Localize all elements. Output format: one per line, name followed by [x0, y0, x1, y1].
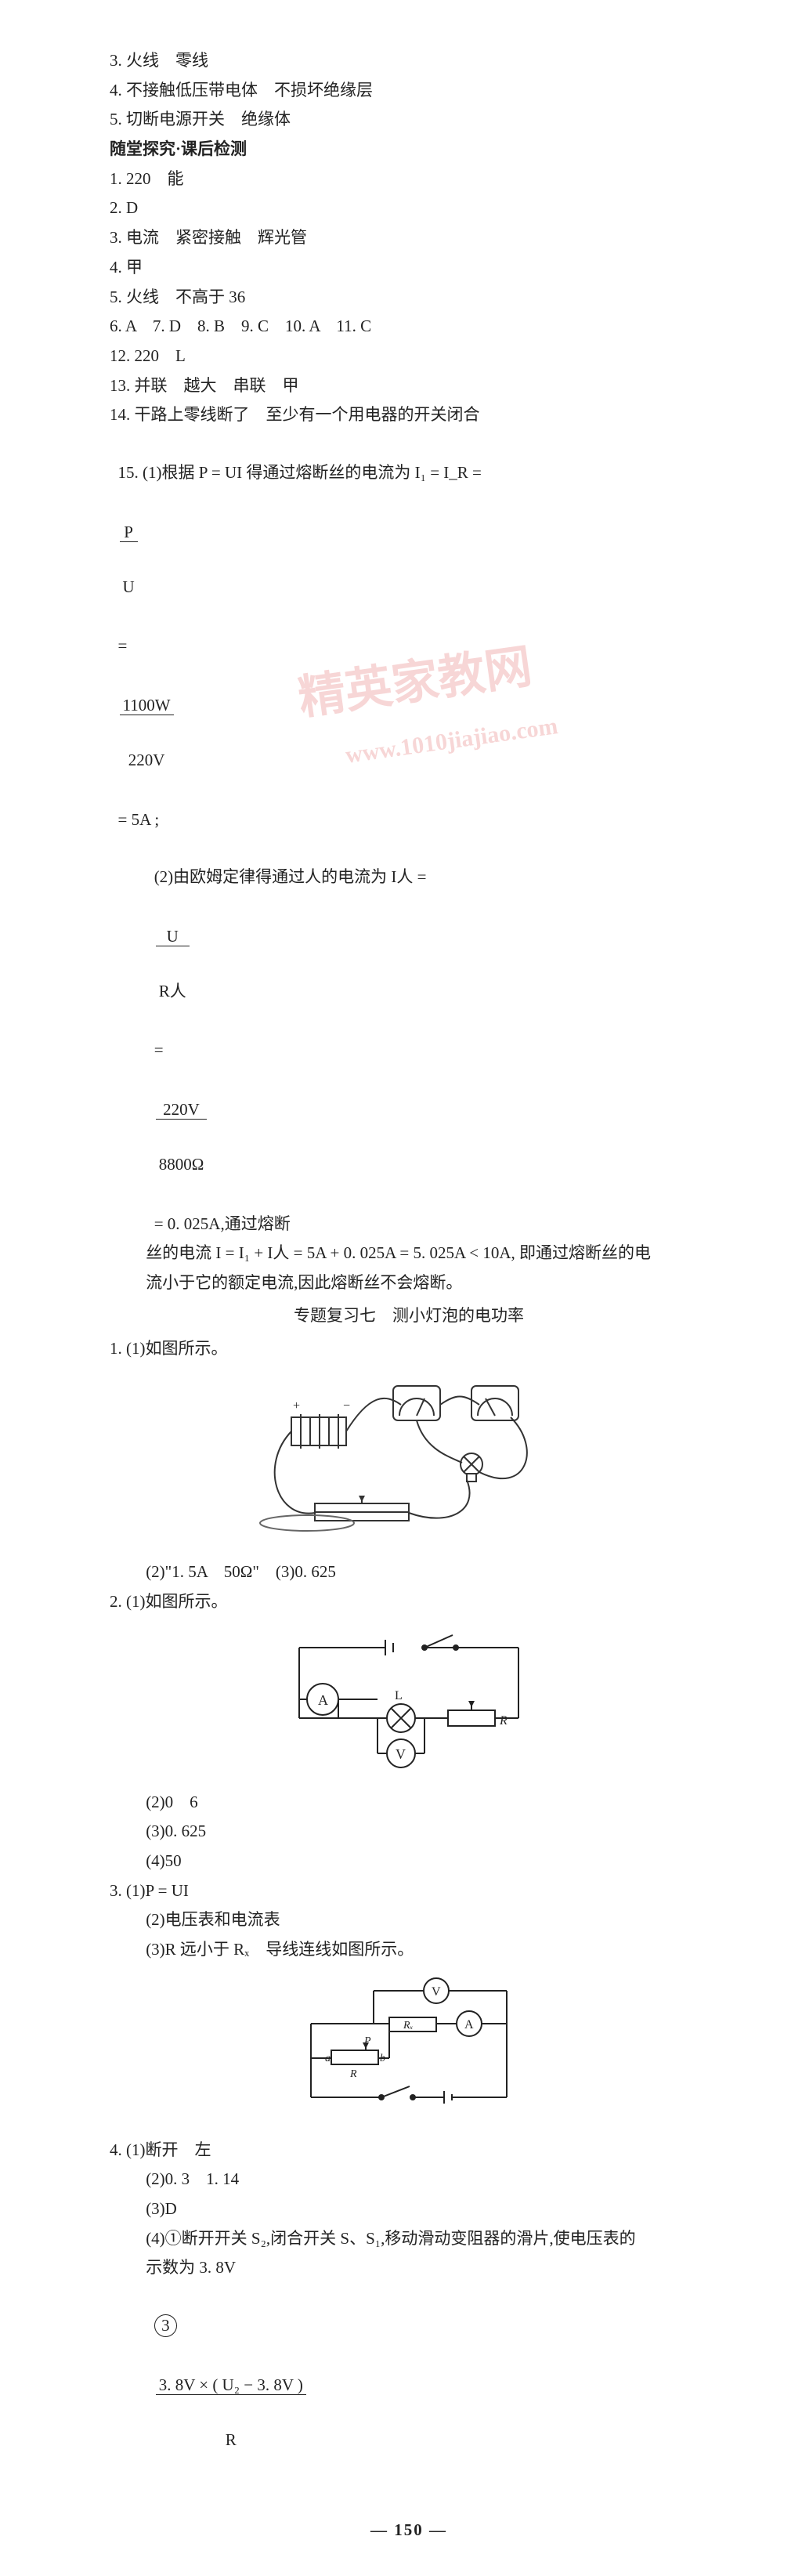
section-heading: 随堂探究·课后检测: [110, 136, 708, 164]
label-V: V: [396, 1746, 406, 1762]
p3-1: 3. (1)P = UI: [110, 1877, 708, 1905]
q13: 13. 并联 越大 串联 甲: [110, 372, 708, 400]
label-L: L: [395, 1689, 403, 1702]
frac-u-over-r: U R人: [156, 892, 190, 1037]
diagram-2: A L R V: [110, 1624, 708, 1773]
label-A: A: [464, 2018, 474, 2031]
p2-4: (4)50: [110, 1847, 708, 1876]
diagram-3: V Rₓ A P a b R: [110, 1972, 708, 2121]
q15-part1: 15. (1)根据 P = UI 得通过熔断丝的电流为 I₁ = I_R = P…: [110, 431, 708, 834]
label-Rx: Rₓ: [403, 2020, 414, 2031]
p4-6: 3 3. 8V × ( U₂ − 3. 8V ) R: [110, 2284, 708, 2485]
q2: 2. D: [110, 194, 708, 223]
p3-2: (2)电压表和电流表: [110, 1906, 708, 1934]
frac-den: 220V: [120, 751, 174, 769]
frac-num: 220V: [156, 1101, 208, 1120]
svg-text:−: −: [343, 1399, 350, 1413]
frac-num: 1100W: [120, 696, 174, 715]
q6-11: 6. A 7. D 8. B 9. C 10. A 11. C: [110, 313, 708, 341]
answer-3: 3. 火线 零线: [110, 47, 708, 75]
label-R: R: [349, 2068, 357, 2080]
diagram-1-svg: + −: [244, 1370, 573, 1543]
frac-den: 8800Ω: [156, 1156, 208, 1174]
p4-5: 示数为 3. 8V: [110, 2254, 708, 2282]
label-A: A: [318, 1692, 328, 1708]
p4-1: 4. (1)断开 左: [110, 2136, 708, 2165]
q14: 14. 干路上零线断了 至少有一个用电器的开关闭合: [110, 401, 708, 429]
q12: 12. 220 L: [110, 342, 708, 371]
eq: =: [118, 636, 128, 655]
q15a-text: 15. (1)根据 P = UI 得通过熔断丝的电流为 I₁ = I_R =: [118, 463, 482, 482]
frac-num: U: [156, 928, 190, 946]
q5: 5. 火线 不高于 36: [110, 284, 708, 312]
q15c: 丝的电流 I = I₁ + I人 = 5A + 0. 025A = 5. 025…: [110, 1239, 708, 1268]
eq: =: [154, 1040, 164, 1059]
frac-num: P: [120, 523, 138, 542]
p2-2: (2)0 6: [110, 1789, 708, 1817]
diagram-2-svg: A L R V: [268, 1624, 550, 1773]
frac-p4-6: 3. 8V × ( U₂ − 3. 8V ) R: [156, 2340, 306, 2486]
circled-3: 3: [154, 2314, 177, 2337]
svg-text:+: +: [293, 1399, 300, 1413]
p4-2: (2)0. 3 1. 14: [110, 2165, 708, 2194]
p2-1: 2. (1)如图所示。: [110, 1588, 708, 1616]
p2-3: (3)0. 625: [110, 1818, 708, 1846]
q15d: 流小于它的额定电流,因此熔断丝不会熔断。: [110, 1269, 708, 1297]
frac-den: U: [120, 578, 138, 596]
frac-num: 3. 8V × ( U₂ − 3. 8V ): [156, 2376, 306, 2395]
label-V: V: [432, 1985, 441, 1999]
frac-p-over-u: P U: [120, 487, 138, 632]
q1: 1. 220 能: [110, 165, 708, 194]
answer-4: 4. 不接触低压带电体 不损坏绝缘层: [110, 77, 708, 105]
diagram-3-svg: V Rₓ A P a b R: [280, 1972, 538, 2121]
topic-7-heading: 专题复习七 测小灯泡的电功率: [110, 1302, 708, 1330]
q15b-pre: (2)由欧姆定律得通过人的电流为 I人 =: [154, 867, 427, 886]
p1-1: 1. (1)如图所示。: [110, 1335, 708, 1363]
page-number: — 150 —: [110, 2516, 708, 2545]
p4-4: (4)①断开开关 S₂,闭合开关 S、S₁,移动滑动变阻器的滑片,使电压表的: [110, 2225, 708, 2253]
q15b-end: = 0. 025A,通过熔断: [154, 1214, 291, 1233]
p3-3: (3)R 远小于 Rₓ 导线连线如图所示。: [110, 1936, 708, 1964]
q4: 4. 甲: [110, 254, 708, 282]
frac-den: R人: [156, 982, 190, 1000]
p4-3: (3)D: [110, 2195, 708, 2223]
q15-part2: (2)由欧姆定律得通过人的电流为 I人 = U R人 = 220V 8800Ω …: [110, 835, 708, 1238]
frac-den: R: [156, 2431, 306, 2449]
label-R: R: [499, 1714, 508, 1728]
diagram-1: + −: [110, 1370, 708, 1543]
p1-2: (2)"1. 5A 50Ω" (3)0. 625: [110, 1558, 708, 1586]
frac-220-8800: 220V 8800Ω: [156, 1065, 208, 1210]
frac-1100-220: 1100W 220V: [120, 660, 174, 806]
q3: 3. 电流 紧密接触 辉光管: [110, 224, 708, 252]
q15a-end: = 5A ;: [118, 810, 160, 829]
answer-5: 5. 切断电源开关 绝缘体: [110, 106, 708, 134]
